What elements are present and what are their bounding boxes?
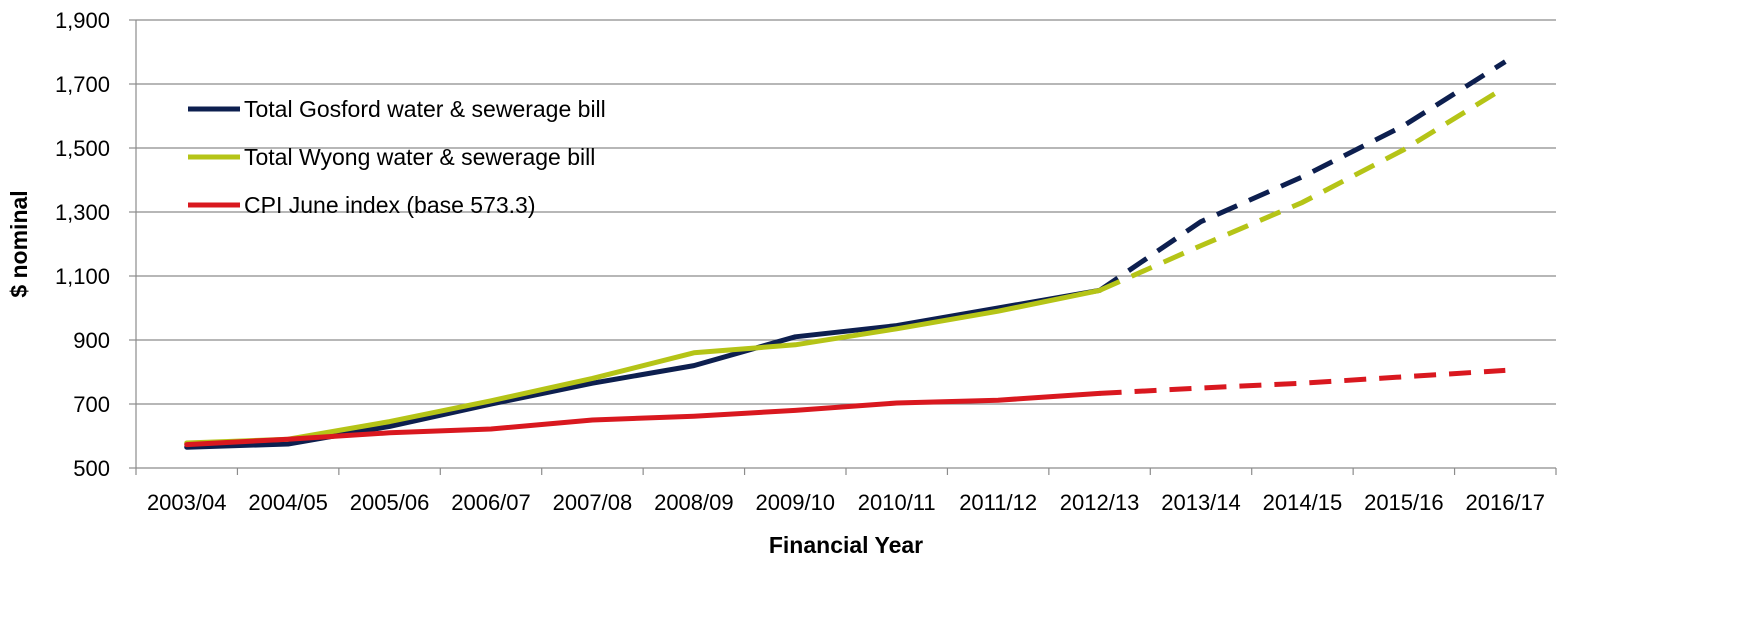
x-tick-label: 2007/08 (553, 490, 633, 515)
x-tick-label: 2012/13 (1060, 490, 1140, 515)
y-axis-title: $ nominal (6, 190, 32, 297)
series-line (184, 85, 1507, 446)
y-tick-label: 1,300 (55, 200, 110, 225)
legend-label: Total Gosford water & sewerage bill (244, 96, 606, 122)
legend-item: Total Wyong water & sewerage bill (188, 144, 595, 170)
series-line-actual (184, 287, 1103, 446)
y-tick-labels: 500 700 900 1,100 1,300 1,500 1,700 1,900 (55, 8, 110, 481)
series-line-actual (184, 287, 1103, 450)
y-tick-label: 700 (73, 392, 110, 417)
y-tick-label: 1,700 (55, 72, 110, 97)
x-tick-labels: 2003/04 2004/05 2005/06 2006/07 2007/08 2008/… (147, 490, 1545, 515)
y-tick-label: 1,100 (55, 264, 110, 289)
x-tick-label: 2011/12 (959, 490, 1037, 515)
x-tick-label: 2013/14 (1161, 490, 1241, 515)
y-tick-label: 900 (73, 328, 110, 353)
y-tick-label: 500 (73, 456, 110, 481)
x-tick-label: 2016/17 (1466, 490, 1546, 515)
series-lines (184, 59, 1507, 450)
series-line-projected (1099, 367, 1506, 396)
axes (129, 19, 1557, 475)
legend: Total Gosford water & sewerage bill Total… (188, 96, 606, 218)
series-line (184, 367, 1506, 448)
y-tick-label: 1,500 (55, 136, 110, 161)
legend-item: Total Gosford water & sewerage bill (188, 96, 606, 122)
series-line-projected (1098, 59, 1507, 293)
gridlines (136, 19, 1556, 469)
x-tick-label: 2006/07 (451, 490, 531, 515)
series-line-actual (184, 390, 1103, 448)
series-line-projected (1098, 85, 1507, 293)
x-tick-label: 2004/05 (248, 490, 328, 515)
legend-item: CPI June index (base 573.3) (188, 192, 536, 218)
x-tick-label: 2005/06 (350, 490, 430, 515)
x-tick-label: 2010/11 (858, 490, 936, 515)
legend-label: CPI June index (base 573.3) (244, 192, 536, 218)
x-tick-label: 2009/10 (756, 490, 836, 515)
legend-label: Total Wyong water & sewerage bill (244, 144, 595, 170)
x-axis-title: Financial Year (769, 532, 923, 558)
x-tick-label: 2015/16 (1364, 490, 1444, 515)
y-tick-label: 1,900 (55, 8, 110, 33)
x-tick-label: 2008/09 (654, 490, 734, 515)
x-tick-label: 2003/04 (147, 490, 227, 515)
x-tick-label: 2014/15 (1263, 490, 1343, 515)
